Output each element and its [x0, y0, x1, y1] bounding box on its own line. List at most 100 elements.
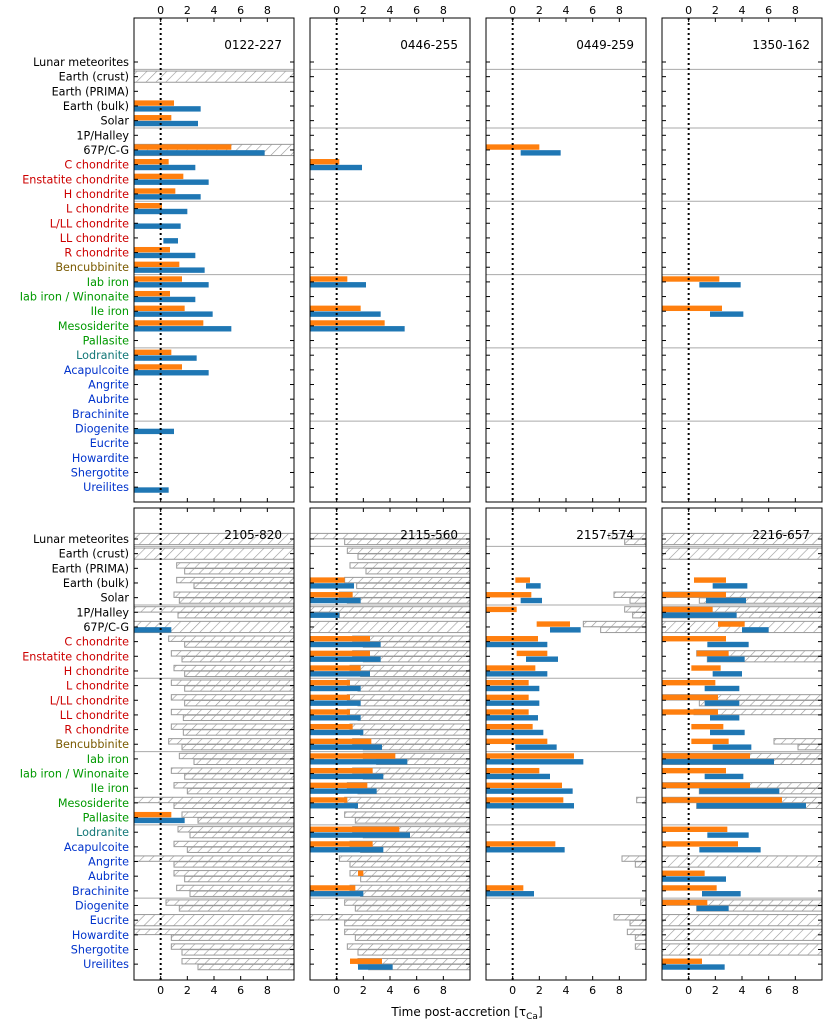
x-tick-label: 6 [589, 4, 596, 17]
bar-blue [134, 223, 181, 229]
bar-orange [662, 709, 718, 715]
bar-orange [310, 767, 373, 774]
bar-hatch [626, 928, 647, 936]
bar-hatch [773, 738, 823, 745]
x-tick-label: 0 [685, 4, 692, 17]
bar-blue [134, 296, 196, 303]
bar-hatch [173, 861, 295, 868]
x-tick-label: 8 [440, 4, 447, 17]
row-label: Ureilites [83, 958, 129, 971]
bar-hatch [344, 919, 471, 927]
bar-blue [710, 715, 740, 721]
bar-blue [486, 788, 573, 794]
x-tick-label: 2 [712, 4, 719, 17]
row-label: 67P/C-G [83, 621, 129, 634]
row-label: 1P/Halley [76, 606, 129, 619]
bar-orange [486, 694, 529, 701]
bar-orange [134, 144, 232, 150]
bar-orange [310, 276, 348, 282]
bar-blue [310, 759, 408, 765]
bar-blue [310, 164, 362, 171]
bar-blue [704, 700, 740, 706]
bar-blue [310, 715, 361, 721]
bar-hatch [184, 699, 295, 707]
bar-hatch [636, 796, 647, 804]
panel-frame [661, 17, 823, 503]
bar-orange [662, 826, 728, 832]
bar-blue [702, 891, 741, 897]
row-label: Eucrite [90, 914, 129, 927]
bar-blue [310, 671, 370, 677]
bar-hatch [634, 861, 647, 868]
bar-blue [712, 671, 742, 677]
row-label: H chondrite [64, 188, 129, 201]
bar-orange [691, 738, 729, 745]
bar-orange [662, 899, 708, 906]
x-tick-label: 0 [509, 4, 516, 17]
bar-hatch [354, 905, 471, 912]
bar-blue [310, 656, 381, 662]
bar-blue [699, 788, 780, 794]
bar-hatch [346, 694, 471, 701]
bar-hatch [338, 855, 471, 862]
bar-blue [310, 685, 361, 692]
bar-hatch [344, 576, 471, 584]
bar-hatch [346, 679, 471, 686]
row-label: Bencubbinite [55, 738, 129, 751]
bar-hatch [182, 729, 295, 736]
x-tick-label: 4 [211, 4, 218, 17]
bar-blue [134, 194, 201, 200]
row-label: LL chondrite [60, 709, 129, 722]
bar-hatch [133, 928, 295, 936]
bar-blue [310, 311, 381, 317]
bar-hatch [173, 782, 295, 789]
bar-orange [516, 650, 548, 657]
bar-hatch [170, 934, 295, 941]
bar-orange [310, 738, 372, 745]
bar-blue [486, 891, 534, 897]
bar-hatch [349, 664, 471, 672]
x-tick-label: 2 [536, 984, 543, 997]
bar-orange [662, 753, 750, 759]
bar-hatch [184, 773, 295, 780]
bar-orange [486, 767, 540, 774]
bar-orange [310, 305, 361, 312]
bar-hatch [184, 685, 295, 692]
x-tick-label: 4 [387, 4, 394, 17]
panel-title: 2105-820 [224, 528, 282, 542]
row-label: Earth (PRIMA) [52, 85, 129, 98]
bar-hatch [176, 562, 295, 569]
bar-blue [134, 487, 169, 493]
bar-orange [718, 621, 745, 627]
bar-orange [310, 841, 373, 847]
bar-hatch [632, 612, 647, 619]
bar-hatch [349, 870, 471, 877]
row-label: Pallasite [83, 335, 129, 348]
row-label: Eucrite [90, 437, 129, 450]
panel-title: 0446-255 [400, 38, 458, 52]
bar-hatch [177, 612, 295, 619]
bar-orange [486, 606, 517, 613]
bar-orange [310, 665, 361, 671]
bar-blue [520, 597, 542, 604]
bar-blue [134, 106, 201, 112]
bar-blue [486, 847, 565, 853]
row-label: Iab iron [87, 276, 129, 289]
bar-hatch [133, 855, 295, 862]
bar-blue [163, 238, 178, 244]
bar-hatch [661, 943, 823, 956]
x-tick-label: 8 [264, 984, 271, 997]
bar-hatch [352, 635, 471, 642]
bar-hatch [349, 562, 471, 569]
bar-hatch [197, 817, 295, 824]
bar-orange [662, 680, 716, 686]
panel-title: 2216-657 [752, 528, 810, 542]
bar-orange [486, 782, 562, 789]
row-label: LL chondrite [60, 232, 129, 245]
bar-hatch [346, 597, 471, 604]
bar-hatch [629, 597, 647, 604]
bar-hatch [182, 714, 295, 722]
bar-hatch [344, 899, 471, 906]
x-tick-label: 6 [765, 4, 772, 17]
x-tick-label: 6 [237, 984, 244, 997]
